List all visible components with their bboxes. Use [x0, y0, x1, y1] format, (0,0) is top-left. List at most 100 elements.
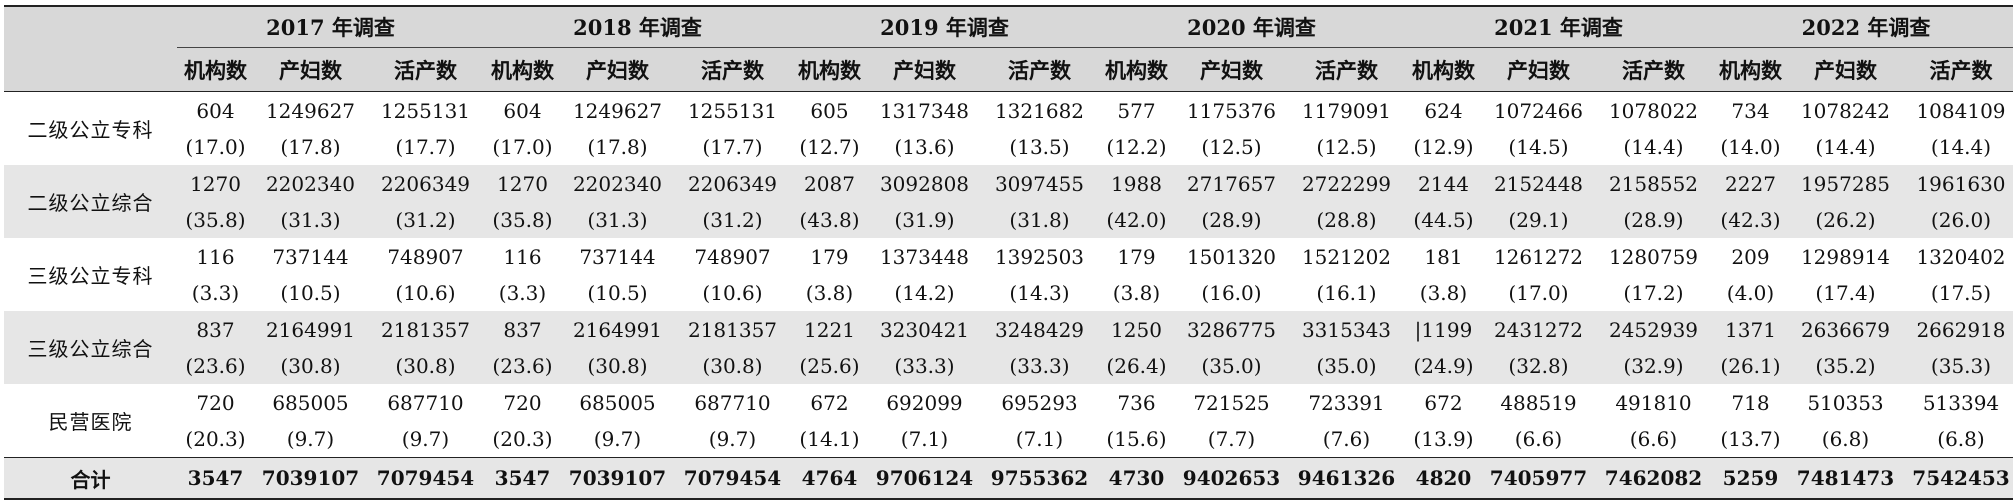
column-header: 产妇数: [1175, 47, 1288, 92]
count-cell: 1371: [1712, 311, 1789, 348]
percent-cell: (35.2): [1789, 348, 1902, 384]
count-cell: 2144: [1405, 165, 1482, 202]
total-row: 合计 3547 7039107 7079454 3547 7039107 7079454 47…: [4, 457, 2013, 499]
total-cell: 7079454: [674, 457, 791, 499]
percent-cell: (12.5): [1316, 135, 1377, 159]
row-category: 三级公立综合: [4, 311, 177, 384]
count-cell: 685005: [272, 390, 349, 415]
percent-cell: (7.7): [1207, 427, 1256, 451]
total-cell: 4730: [1098, 457, 1175, 499]
count-cell: 179: [1117, 244, 1156, 269]
year-header-row: 2017 年调查 2018 年调查 2019 年调查 2020 年调查 2021 年调查…: [4, 6, 2013, 92]
count-cell: 1501320: [1186, 244, 1277, 269]
count-cell: 734: [1731, 98, 1770, 123]
count-cell: 1179091: [1301, 98, 1392, 123]
count-cell: 577: [1117, 98, 1156, 123]
corner-cell: [4, 6, 177, 92]
percent-cell: (9.7): [593, 427, 642, 451]
total-cell: 3547: [484, 457, 561, 499]
table-row-percent: (3.3) (10.5) (10.6) (3.3) (10.5) (10.6) (3.8) (…: [4, 275, 2013, 311]
percent-cell: (17.7): [702, 135, 763, 159]
percent-cell: (43.8): [791, 202, 868, 238]
year-header: 2021 年调查: [1405, 6, 1712, 48]
total-label: 合计: [4, 457, 177, 499]
percent-cell: (28.9): [1175, 202, 1288, 238]
count-cell: 718: [1731, 390, 1770, 415]
count-cell: 1250: [1098, 311, 1175, 348]
percent-cell: (17.0): [1508, 281, 1569, 305]
column-header: 活产数: [1595, 47, 1712, 92]
count-cell: 1280759: [1608, 244, 1699, 269]
total-cell: 7039107: [254, 457, 367, 499]
total-cell: 7462082: [1595, 457, 1712, 499]
count-cell: 2722299: [1288, 165, 1405, 202]
total-cell: 7039107: [561, 457, 674, 499]
count-cell: 2164991: [561, 311, 674, 348]
percent-cell: (17.8): [280, 135, 341, 159]
percent-cell: (25.6): [791, 348, 868, 384]
percent-cell: (14.5): [1508, 135, 1569, 159]
row-category: 二级公立专科: [27, 118, 154, 142]
count-cell: 2206349: [674, 165, 791, 202]
count-cell: 2636679: [1789, 311, 1902, 348]
count-cell: 1298914: [1800, 244, 1891, 269]
count-cell: 491810: [1615, 390, 1692, 415]
percent-cell: (30.8): [367, 348, 484, 384]
count-cell: 685005: [579, 390, 656, 415]
table-row-percent: (23.6) (30.8) (30.8) (23.6) (30.8) (30.8) (25.…: [4, 348, 2013, 384]
percent-cell: (17.0): [185, 135, 246, 159]
row-category: 民营医院: [48, 410, 133, 434]
year-header: 2017 年调查: [177, 6, 484, 48]
count-cell: 3248429: [981, 311, 1098, 348]
count-cell: 2662918: [1902, 311, 2013, 348]
count-cell: 209: [1731, 244, 1770, 269]
percent-cell: (6.6): [1514, 427, 1563, 451]
percent-cell: (30.8): [674, 348, 791, 384]
total-cell: 7542453: [1902, 457, 2013, 499]
percent-cell: (35.0): [1175, 348, 1288, 384]
percent-cell: (14.4): [1623, 135, 1684, 159]
count-cell: 1072466: [1493, 98, 1584, 123]
percent-cell: (17.4): [1815, 281, 1876, 305]
percent-cell: (32.8): [1482, 348, 1595, 384]
percent-cell: (31.3): [561, 202, 674, 238]
column-header: 活产数: [1288, 47, 1405, 92]
percent-cell: (31.8): [981, 202, 1098, 238]
count-cell: 1521202: [1301, 244, 1392, 269]
percent-cell: (9.7): [286, 427, 335, 451]
percent-cell: (28.9): [1595, 202, 1712, 238]
count-cell: 2206349: [367, 165, 484, 202]
count-cell: 2202340: [561, 165, 674, 202]
column-header: 产妇数: [561, 47, 674, 92]
count-cell: 2452939: [1595, 311, 1712, 348]
count-cell: 116: [196, 244, 235, 269]
count-cell: 737144: [272, 244, 349, 269]
percent-cell: (6.8): [1821, 427, 1870, 451]
count-cell: 720: [196, 390, 235, 415]
percent-cell: (20.3): [185, 427, 246, 451]
percent-cell: (31.9): [868, 202, 981, 238]
count-cell: 2202340: [254, 165, 367, 202]
table-row-percent: (20.3) (9.7) (9.7) (20.3) (9.7) (9.7) (14.1) (7…: [4, 421, 2013, 458]
count-cell: 181: [1424, 244, 1463, 269]
table-row: 三级公立专科 116 737144 748907 116 737144 748907 179 1…: [4, 238, 2013, 289]
total-cell: 4764: [791, 457, 868, 499]
column-header: 机构数: [791, 47, 868, 92]
percent-cell: (23.6): [177, 348, 254, 384]
count-cell: 2158552: [1595, 165, 1712, 202]
count-cell: 116: [503, 244, 542, 269]
percent-cell: (44.5): [1405, 202, 1482, 238]
count-cell: 1255131: [687, 98, 778, 123]
total-cell: 7405977: [1482, 457, 1595, 499]
count-cell: 3092808: [868, 165, 981, 202]
count-cell: 2181357: [674, 311, 791, 348]
percent-cell: (13.5): [1009, 135, 1070, 159]
percent-cell: (14.1): [799, 427, 860, 451]
percent-cell: (17.8): [587, 135, 648, 159]
percent-cell: (33.3): [981, 348, 1098, 384]
percent-cell: (35.8): [484, 202, 561, 238]
count-cell: 687710: [694, 390, 771, 415]
percent-cell: (20.3): [492, 427, 553, 451]
count-cell: 1084109: [1916, 98, 2006, 123]
row-category: 三级公立专科: [27, 264, 154, 288]
